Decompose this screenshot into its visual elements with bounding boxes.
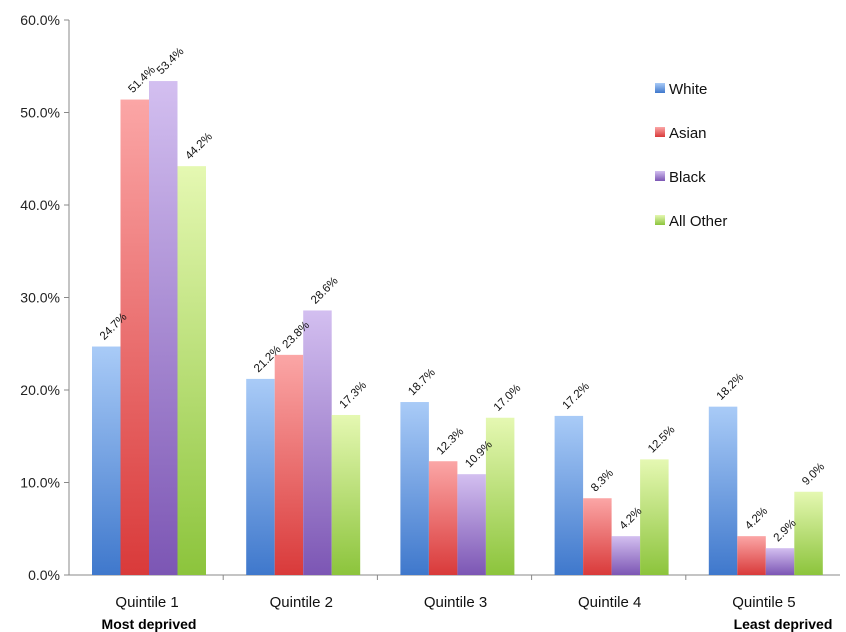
legend-swatch-all-other xyxy=(655,215,665,225)
bar-white xyxy=(708,406,738,575)
data-label: 18.2% xyxy=(715,371,747,403)
bar-asian xyxy=(737,536,766,575)
data-label: 53.4% xyxy=(155,46,187,78)
x-tick-label: Quintile 4 xyxy=(578,594,641,611)
bar-asian xyxy=(583,498,612,575)
legend-swatch-white xyxy=(655,83,665,93)
data-label: 17.2% xyxy=(560,380,592,412)
bar-black xyxy=(457,474,486,575)
bar-black xyxy=(303,310,332,575)
bar-white xyxy=(92,346,121,575)
bar-white xyxy=(400,402,429,575)
data-label: 4.2% xyxy=(743,505,770,532)
x-tick-label: Quintile 5 xyxy=(732,594,795,611)
bar-white xyxy=(246,378,275,575)
bar-black xyxy=(149,81,178,576)
bar-black xyxy=(765,548,795,575)
bar-all-other xyxy=(485,417,515,575)
y-tick-label: 40.0% xyxy=(20,197,60,213)
bar-white xyxy=(554,415,584,575)
sub-label-least-deprived: Least deprived xyxy=(734,616,833,632)
data-label: 17.0% xyxy=(492,382,524,414)
data-label: 44.2% xyxy=(183,131,215,163)
data-label: 18.7% xyxy=(406,367,438,399)
bar-all-other xyxy=(331,414,361,575)
y-tick-label: 10.0% xyxy=(20,475,60,491)
x-axis-labels: Most deprived Least deprived Quintile 1 Q… xyxy=(102,594,833,632)
y-tick-label: 30.0% xyxy=(20,290,60,306)
y-tick-label: 60.0% xyxy=(20,12,60,28)
data-label: 17.3% xyxy=(338,380,370,412)
data-label: 12.5% xyxy=(646,424,678,456)
y-tick-label: 0.0% xyxy=(28,567,60,583)
bar-all-other xyxy=(640,459,669,575)
bar-all-other xyxy=(177,166,206,575)
data-label: 12.3% xyxy=(435,426,467,458)
data-label: 28.6% xyxy=(309,275,341,307)
bar-all-other xyxy=(794,491,823,575)
y-tick-label: 50.0% xyxy=(20,105,60,121)
legend-swatch-asian xyxy=(655,127,665,137)
legend: White Asian Black All Other xyxy=(655,81,727,230)
x-tick-label: Quintile 3 xyxy=(424,594,487,611)
bar-asian xyxy=(428,461,458,575)
bars xyxy=(92,81,823,576)
sub-label-most-deprived: Most deprived xyxy=(102,616,197,632)
legend-label-all-other: All Other xyxy=(669,213,727,230)
bar-asian xyxy=(120,99,149,576)
data-label: 8.3% xyxy=(589,467,616,494)
bar-asian xyxy=(274,354,304,575)
bar-black xyxy=(611,536,641,575)
x-tick-label: Quintile 1 xyxy=(115,594,178,611)
legend-label-asian: Asian xyxy=(669,125,707,142)
legend-label-white: White xyxy=(669,81,707,98)
legend-swatch-black xyxy=(655,171,665,181)
data-label: 9.0% xyxy=(800,461,827,488)
legend-label-black: Black xyxy=(669,169,706,186)
y-tick-label: 20.0% xyxy=(20,382,60,398)
x-tick-label: Quintile 2 xyxy=(270,594,333,611)
